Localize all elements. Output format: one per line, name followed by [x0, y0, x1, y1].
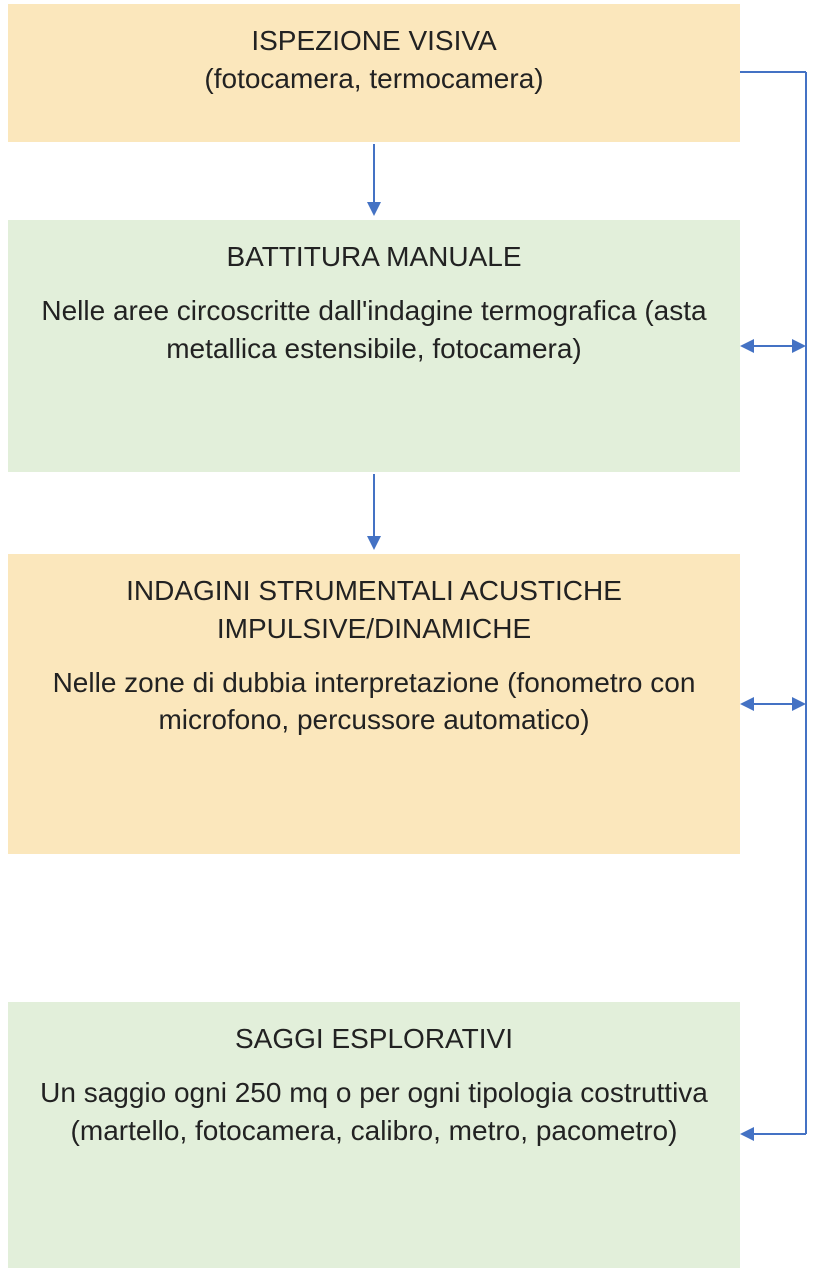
node-title: BATTITURA MANUALE — [28, 238, 720, 276]
flow-node-saggi-esplorativi: SAGGI ESPLORATIVI Un saggio ogni 250 mq … — [8, 1002, 740, 1268]
node-desc: Un saggio ogni 250 mq o per ogni tipolog… — [28, 1074, 720, 1150]
flow-node-battitura-manuale: BATTITURA MANUALE Nelle aree circoscritt… — [8, 220, 740, 472]
node-title-line2: IMPULSIVE/DINAMICHE — [28, 610, 720, 648]
node-desc: Nelle zone di dubbia interpretazione (fo… — [28, 664, 720, 740]
flow-node-indagini-strumentali: INDAGINI STRUMENTALI ACUSTICHE IMPULSIVE… — [8, 554, 740, 854]
node-title-line1: INDAGINI STRUMENTALI ACUSTICHE — [28, 572, 720, 610]
node-subtitle: (fotocamera, termocamera) — [28, 60, 720, 98]
flow-node-ispezione-visiva: ISPEZIONE VISIVA (fotocamera, termocamer… — [8, 4, 740, 142]
node-title: SAGGI ESPLORATIVI — [28, 1020, 720, 1058]
node-title: ISPEZIONE VISIVA — [28, 22, 720, 60]
node-desc: Nelle aree circoscritte dall'indagine te… — [28, 292, 720, 368]
